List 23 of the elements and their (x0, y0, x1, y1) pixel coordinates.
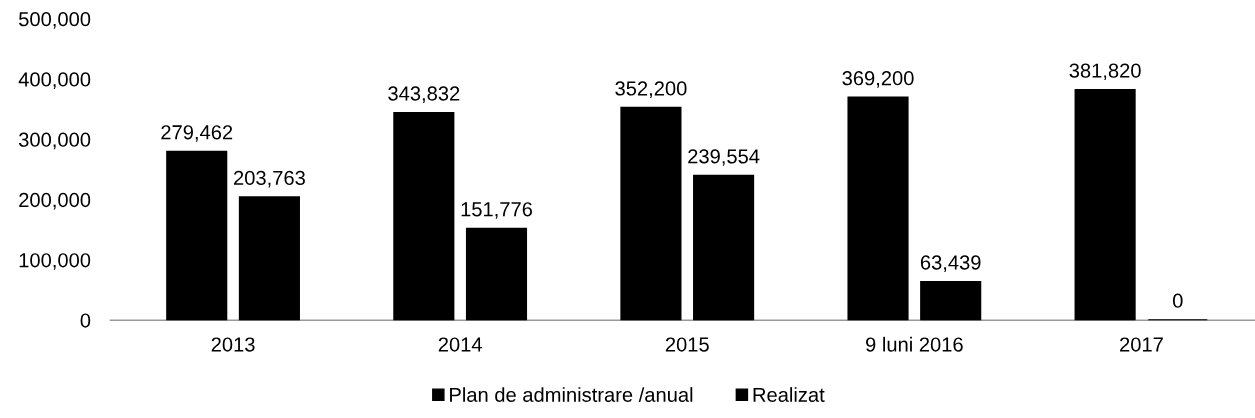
data-label: 151,776 (461, 202, 533, 219)
x-tick-label: 2014 (438, 337, 482, 352)
y-tick-label: 400,000 (18, 72, 91, 89)
data-label: 239,554 (688, 149, 760, 166)
data-label: 203,763 (234, 170, 305, 188)
y-tick-label: 200,000 (19, 192, 91, 210)
y-tick-label: 100,000 (19, 253, 91, 270)
data-label: 381,820 (1069, 63, 1141, 81)
x-tick-label: 2015 (665, 337, 709, 352)
data-label: 352,200 (615, 81, 687, 98)
y-tick-label: 300,000 (18, 132, 91, 150)
data-label: 343,832 (388, 86, 460, 104)
data-label: 369,200 (842, 71, 914, 88)
x-tick-label: 2017 (1120, 337, 1163, 352)
legend-label: Plan de administrare /anual (450, 387, 693, 402)
x-tick-label: 2013 (211, 337, 255, 352)
y-tick-label: 0 (80, 313, 91, 328)
legend-label: Realizat (753, 387, 825, 402)
data-label: 0 (1172, 293, 1183, 308)
y-tick-label: 500,000 (19, 12, 91, 29)
x-tick-label: 9 luni 2016 (866, 336, 963, 352)
data-label: 63,439 (920, 255, 981, 273)
data-label: 279,462 (161, 125, 233, 142)
